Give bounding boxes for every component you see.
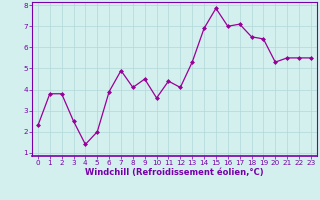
X-axis label: Windchill (Refroidissement éolien,°C): Windchill (Refroidissement éolien,°C) bbox=[85, 168, 264, 177]
